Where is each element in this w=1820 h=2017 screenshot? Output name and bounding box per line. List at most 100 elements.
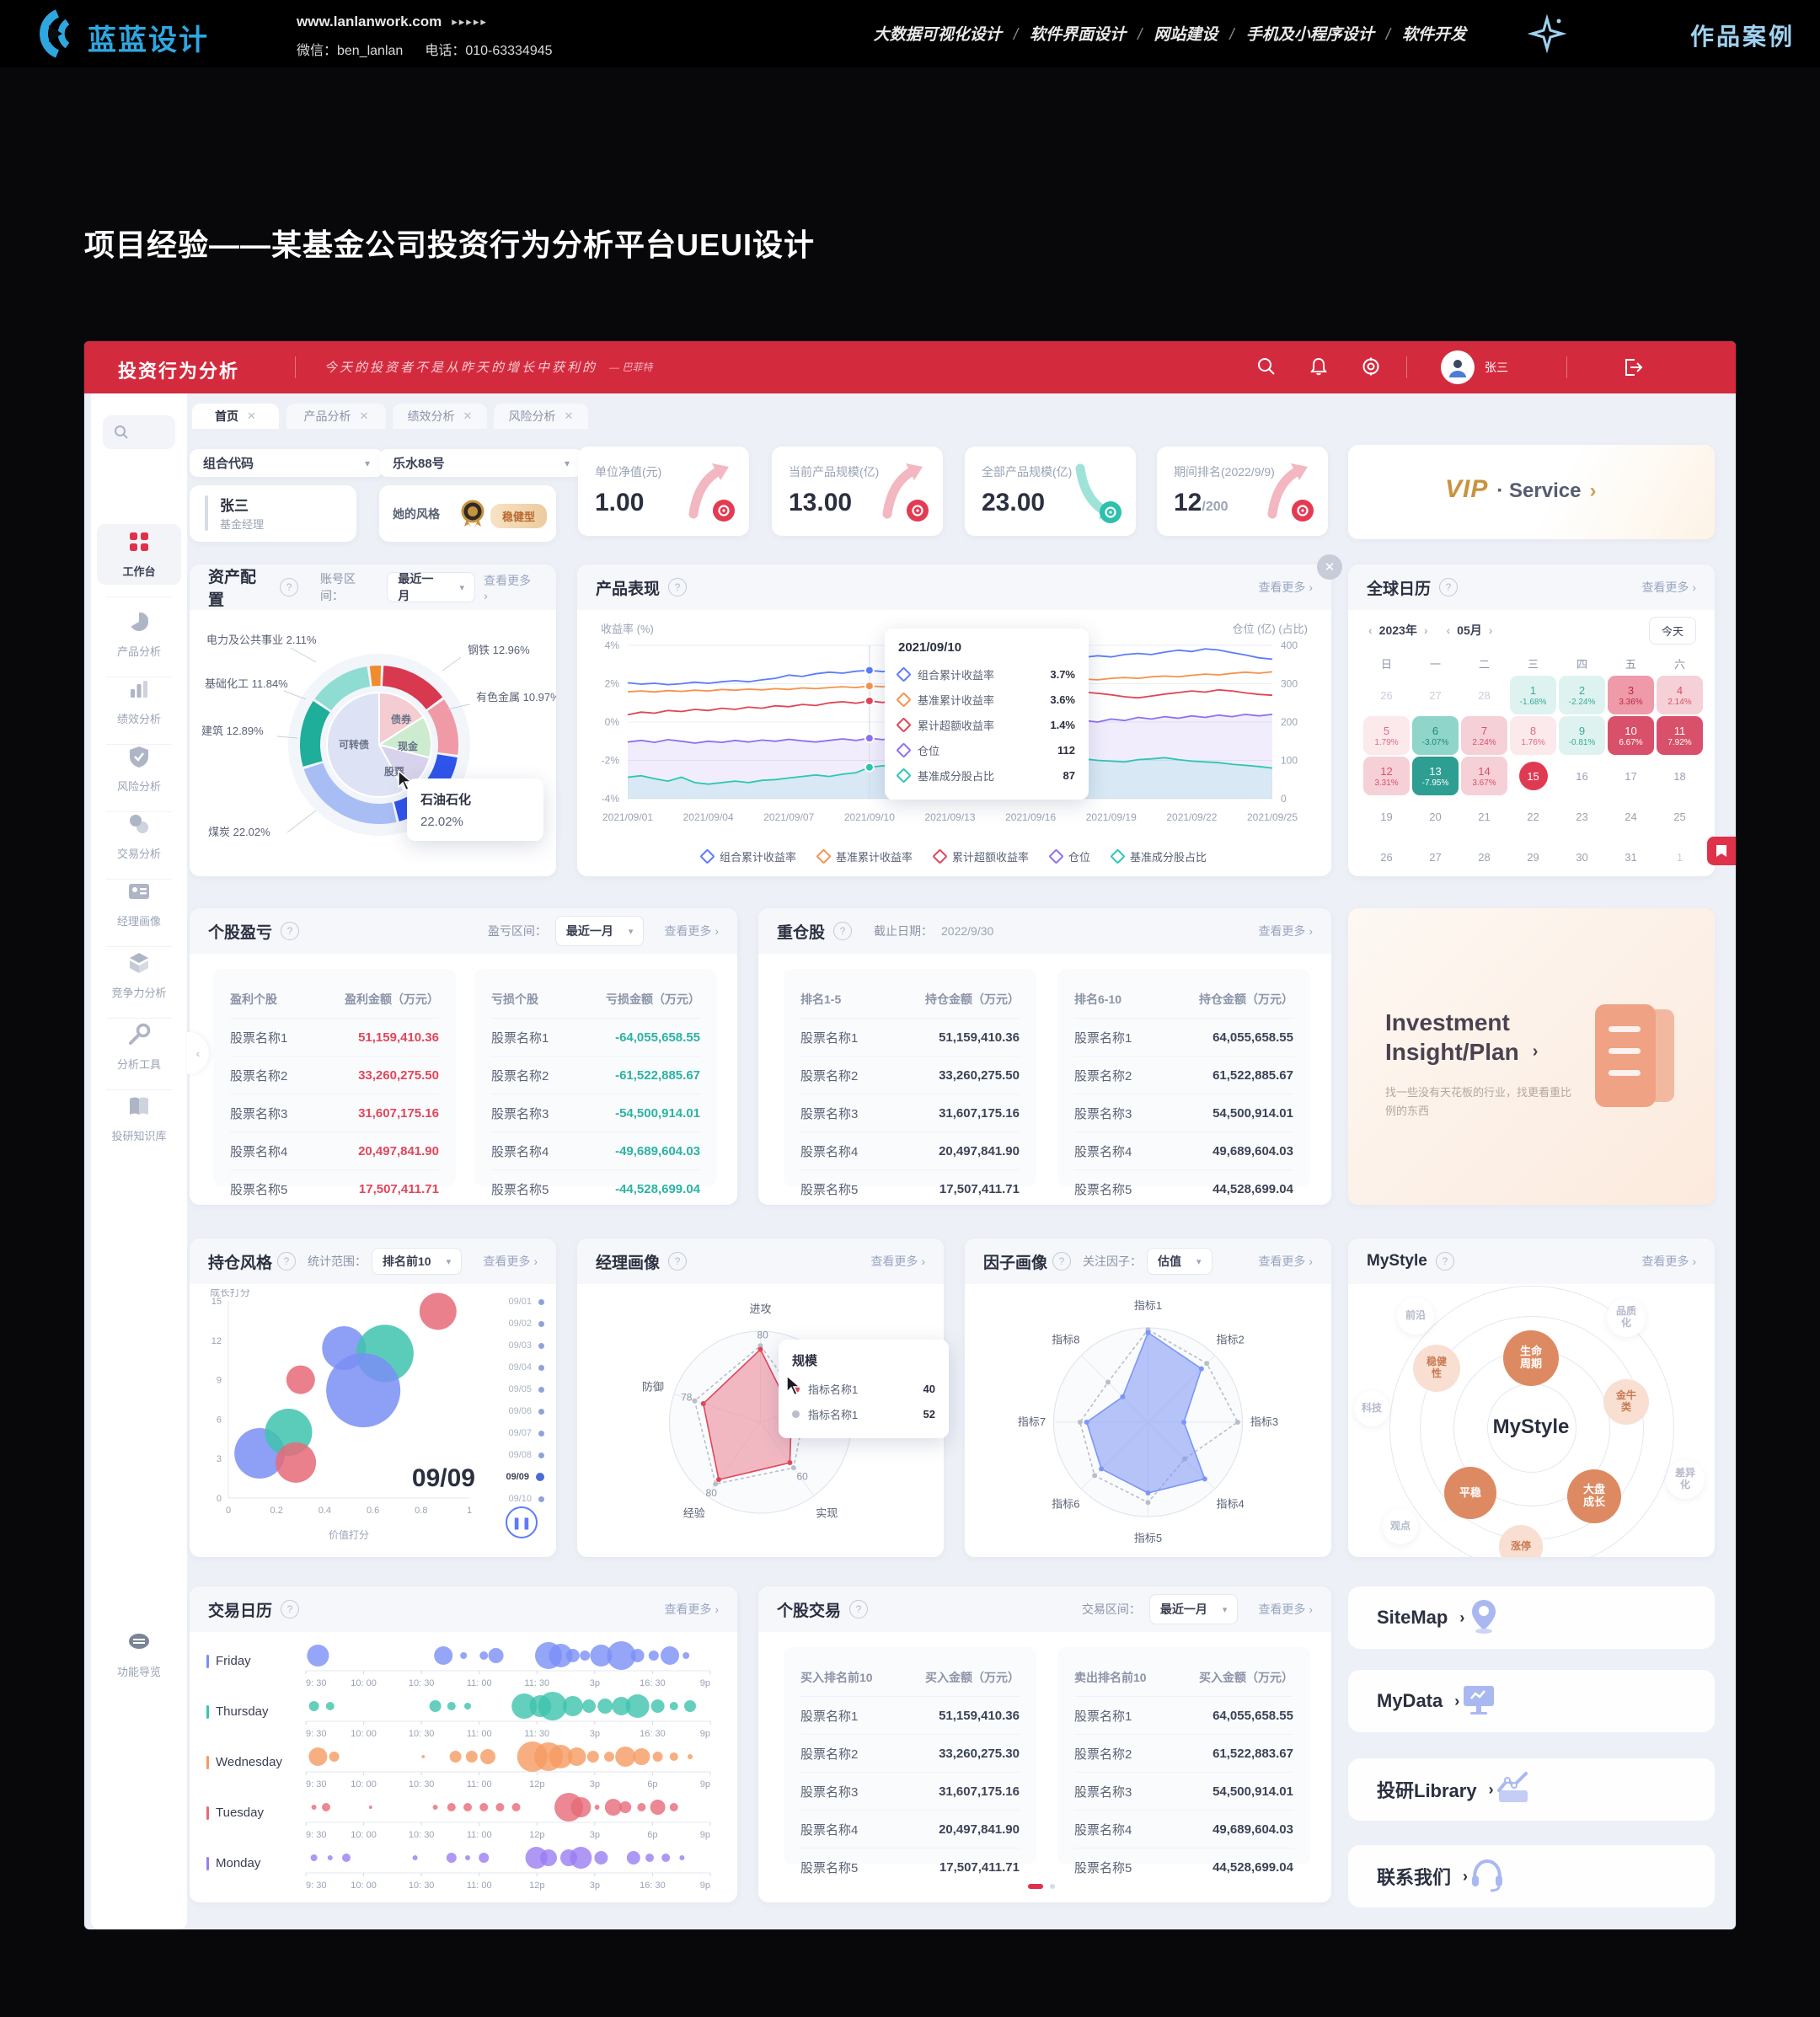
table-row[interactable]: 股票名称4 20,497,841.90 bbox=[800, 1811, 1020, 1848]
calendar-cell[interactable]: 24 bbox=[1625, 810, 1637, 823]
sidebar-item-3[interactable]: 绩效分析 bbox=[97, 671, 181, 732]
help-icon[interactable]: ? bbox=[833, 922, 853, 940]
shortcut-1[interactable]: SiteMap › bbox=[1348, 1586, 1715, 1649]
range-select[interactable]: 最近一月 ▾ bbox=[1148, 1594, 1239, 1624]
calendar-cell[interactable]: 26 bbox=[1380, 688, 1393, 702]
calendar-cell[interactable]: 6 -3.07% bbox=[1412, 716, 1459, 755]
range-select[interactable]: 最近一月 ▾ bbox=[554, 916, 645, 946]
view-more-link[interactable]: 查看更多 › bbox=[664, 924, 719, 938]
timeline-item[interactable]: 09/10 bbox=[485, 1488, 544, 1510]
table-row[interactable]: 股票名称5 44,528,699.04 bbox=[1074, 1181, 1293, 1197]
calendar-cell[interactable]: 16 bbox=[1576, 769, 1588, 783]
table-row[interactable]: 股票名称4 49,689,604.03 bbox=[1074, 1811, 1293, 1848]
prev-month-icon[interactable]: ‹ bbox=[1446, 623, 1451, 637]
tab-2[interactable]: 产品分析 ✕ bbox=[286, 404, 386, 429]
header-nav-item[interactable]: 网站建设 bbox=[1154, 26, 1218, 44]
table-row[interactable]: 股票名称5 17,507,411.71 bbox=[800, 1181, 1020, 1197]
portfolio-link[interactable]: 作品案例 bbox=[1689, 24, 1795, 50]
table-row[interactable]: 股票名称5 17,507,411.71 bbox=[230, 1181, 439, 1197]
timeline-item[interactable]: 09/02 bbox=[485, 1313, 544, 1335]
range-select[interactable]: 最近一月 ▾ bbox=[387, 572, 476, 602]
table-row[interactable]: 股票名称1 64,055,658.55 bbox=[1074, 1697, 1293, 1735]
tab-4[interactable]: 风险分析 ✕ bbox=[494, 404, 588, 429]
view-more-link[interactable]: 查看更多 › bbox=[1258, 1602, 1313, 1616]
sidebar-item-1[interactable]: 工作台 bbox=[97, 524, 181, 585]
mystyle-bubble[interactable]: 生命 周期 bbox=[1503, 1330, 1559, 1386]
header-nav-item[interactable]: 软件开发 bbox=[1401, 26, 1466, 44]
logout-icon[interactable] bbox=[1621, 356, 1643, 383]
close-icon[interactable]: ✕ bbox=[564, 409, 574, 422]
calendar-cell[interactable]: 27 bbox=[1429, 850, 1442, 864]
mystyle-bubble[interactable]: 平稳 bbox=[1444, 1467, 1496, 1519]
header-nav-item[interactable]: 软件界面设计 bbox=[1030, 26, 1127, 44]
sidebar-item-9[interactable]: 投研知识库 bbox=[97, 1089, 181, 1149]
calendar-cell[interactable]: 27 bbox=[1429, 688, 1442, 702]
close-icon[interactable]: ✕ bbox=[1317, 554, 1342, 580]
table-row[interactable]: 股票名称4 20,497,841.90 bbox=[800, 1132, 1020, 1170]
sidebar-search-input[interactable] bbox=[103, 415, 175, 449]
mystyle-bubble[interactable]: 稳健 性 bbox=[1413, 1345, 1460, 1392]
calendar-cell[interactable]: 9 -0.81% bbox=[1559, 716, 1605, 755]
view-more-link[interactable]: 查看更多 › bbox=[870, 1255, 925, 1268]
table-row[interactable]: 股票名称2 33,260,275.50 bbox=[800, 1057, 1020, 1094]
sidebar-item-guide[interactable]: 功能导览 bbox=[97, 1624, 181, 1684]
legend-item[interactable]: 组合累计收益率 bbox=[699, 848, 796, 864]
close-icon[interactable]: ✕ bbox=[463, 409, 473, 422]
calendar-cell[interactable]: 17 bbox=[1625, 769, 1637, 783]
calendar-cell[interactable]: 29 bbox=[1527, 850, 1539, 864]
table-row[interactable]: 股票名称1 51,159,410.36 bbox=[800, 1019, 1020, 1057]
table-row[interactable]: 股票名称2 -61,522,885.67 bbox=[491, 1057, 700, 1094]
table-row[interactable]: 股票名称5 -44,528,699.04 bbox=[491, 1181, 700, 1197]
mystyle-bubble[interactable]: 涨停 bbox=[1499, 1525, 1543, 1557]
calendar-cell[interactable]: 23 bbox=[1576, 810, 1588, 823]
sidebar-item-4[interactable]: 风险分析 bbox=[97, 739, 181, 800]
calendar-cell[interactable]: 1 -1.68% bbox=[1510, 676, 1556, 714]
calendar-cell[interactable]: 12 3.31% bbox=[1363, 757, 1410, 795]
calendar-cell[interactable]: 22 bbox=[1527, 810, 1539, 823]
bell-icon[interactable] bbox=[1308, 356, 1330, 382]
view-more-link[interactable]: 查看更多 › bbox=[483, 1255, 538, 1268]
help-icon[interactable]: ? bbox=[277, 1252, 297, 1271]
help-icon[interactable]: ? bbox=[280, 578, 299, 597]
table-row[interactable]: 股票名称3 54,500,914.01 bbox=[1074, 1094, 1293, 1132]
site-url[interactable]: www.lanlanwork.com bbox=[297, 13, 442, 29]
table-row[interactable]: 股票名称2 61,522,885.67 bbox=[1074, 1057, 1293, 1094]
help-icon[interactable]: ? bbox=[1052, 1252, 1072, 1271]
calendar-cell[interactable]: 3 3.36% bbox=[1608, 676, 1654, 714]
calendar-cell[interactable]: 2 -2.24% bbox=[1559, 676, 1605, 714]
gear-icon[interactable] bbox=[1360, 356, 1382, 382]
tab-3[interactable]: 绩效分析 ✕ bbox=[393, 404, 487, 429]
calendar-cell[interactable]: 31 bbox=[1625, 850, 1637, 864]
product-select[interactable]: 乐水88号 ▾ bbox=[379, 449, 583, 477]
mystyle-bubble[interactable]: 观点 bbox=[1383, 1509, 1418, 1544]
table-row[interactable]: 股票名称3 31,607,175.16 bbox=[800, 1094, 1020, 1132]
timeline-item[interactable]: 09/09 bbox=[485, 1466, 544, 1488]
calendar-cell[interactable]: 14 3.67% bbox=[1461, 757, 1507, 795]
calendar-cell[interactable]: 1 bbox=[1676, 850, 1684, 864]
mystyle-bubble[interactable]: 金牛 类 bbox=[1603, 1379, 1649, 1425]
timeline-item[interactable]: 09/08 bbox=[485, 1444, 544, 1466]
calendar-cell[interactable]: 10 6.67% bbox=[1608, 716, 1654, 755]
timeline-item[interactable]: 09/03 bbox=[485, 1335, 544, 1356]
calendar-cell[interactable]: 7 2.24% bbox=[1461, 716, 1507, 755]
pagination-dots[interactable] bbox=[1028, 1884, 1055, 1889]
help-icon[interactable]: ? bbox=[1439, 578, 1459, 597]
view-more-link[interactable]: 查看更多 › bbox=[1641, 580, 1696, 594]
help-icon[interactable]: ? bbox=[668, 1252, 688, 1271]
mystyle-bubble[interactable]: 科技 bbox=[1354, 1391, 1389, 1426]
header-nav-item[interactable]: 手机及小程序设计 bbox=[1245, 26, 1374, 44]
timeline-item[interactable]: 09/01 bbox=[485, 1291, 544, 1313]
combo-code-select[interactable]: 组合代码 ▾ bbox=[190, 449, 383, 477]
shortcut-3[interactable]: 投研Library › bbox=[1348, 1758, 1715, 1821]
timeline-item[interactable]: 09/07 bbox=[485, 1422, 544, 1444]
range-select[interactable]: 排名前10 ▾ bbox=[372, 1248, 463, 1275]
timeline-item[interactable]: 09/06 bbox=[485, 1400, 544, 1422]
table-row[interactable]: 股票名称1 51,159,410.36 bbox=[230, 1019, 439, 1057]
user-menu[interactable]: 张三 bbox=[1441, 350, 1508, 384]
calendar-cell[interactable]: 8 1.76% bbox=[1510, 716, 1556, 755]
legend-item[interactable]: 仓位 bbox=[1048, 848, 1090, 864]
table-row[interactable]: 股票名称2 61,522,883.67 bbox=[1074, 1735, 1293, 1773]
help-icon[interactable]: ? bbox=[281, 1600, 300, 1618]
feedback-tag-button[interactable] bbox=[1707, 837, 1736, 865]
table-row[interactable]: 股票名称4 20,497,841.90 bbox=[230, 1132, 439, 1170]
